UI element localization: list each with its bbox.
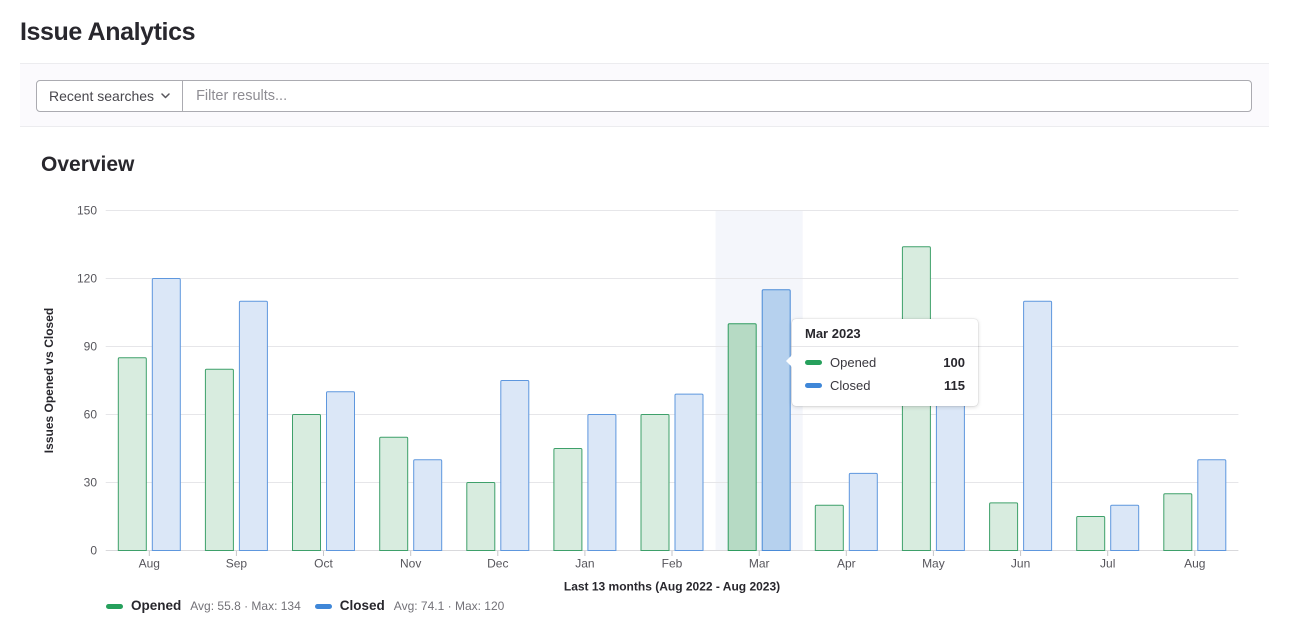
svg-text:Feb: Feb xyxy=(662,557,683,571)
svg-text:Nov: Nov xyxy=(400,557,421,571)
svg-text:Jan: Jan xyxy=(575,557,594,571)
svg-text:90: 90 xyxy=(84,340,98,354)
svg-text:0: 0 xyxy=(90,544,97,558)
svg-text:Sep: Sep xyxy=(226,557,248,571)
svg-text:Jul: Jul xyxy=(1100,557,1115,571)
svg-text:60: 60 xyxy=(84,408,98,422)
svg-text:Mar: Mar xyxy=(749,557,770,571)
svg-text:Oct: Oct xyxy=(314,557,333,571)
svg-text:120: 120 xyxy=(77,272,97,286)
svg-text:Jun: Jun xyxy=(1011,557,1030,571)
svg-text:150: 150 xyxy=(77,204,97,218)
svg-text:Aug: Aug xyxy=(1184,557,1205,571)
svg-text:Dec: Dec xyxy=(487,557,508,571)
svg-text:May: May xyxy=(922,557,945,571)
svg-text:Issues Opened vs Closed: Issues Opened vs Closed xyxy=(42,308,56,453)
svg-text:Aug: Aug xyxy=(139,557,160,571)
svg-text:Last 13 months (Aug 2022 - Aug: Last 13 months (Aug 2022 - Aug 2023) xyxy=(564,580,780,594)
svg-text:Apr: Apr xyxy=(837,557,856,571)
svg-text:30: 30 xyxy=(84,476,98,490)
